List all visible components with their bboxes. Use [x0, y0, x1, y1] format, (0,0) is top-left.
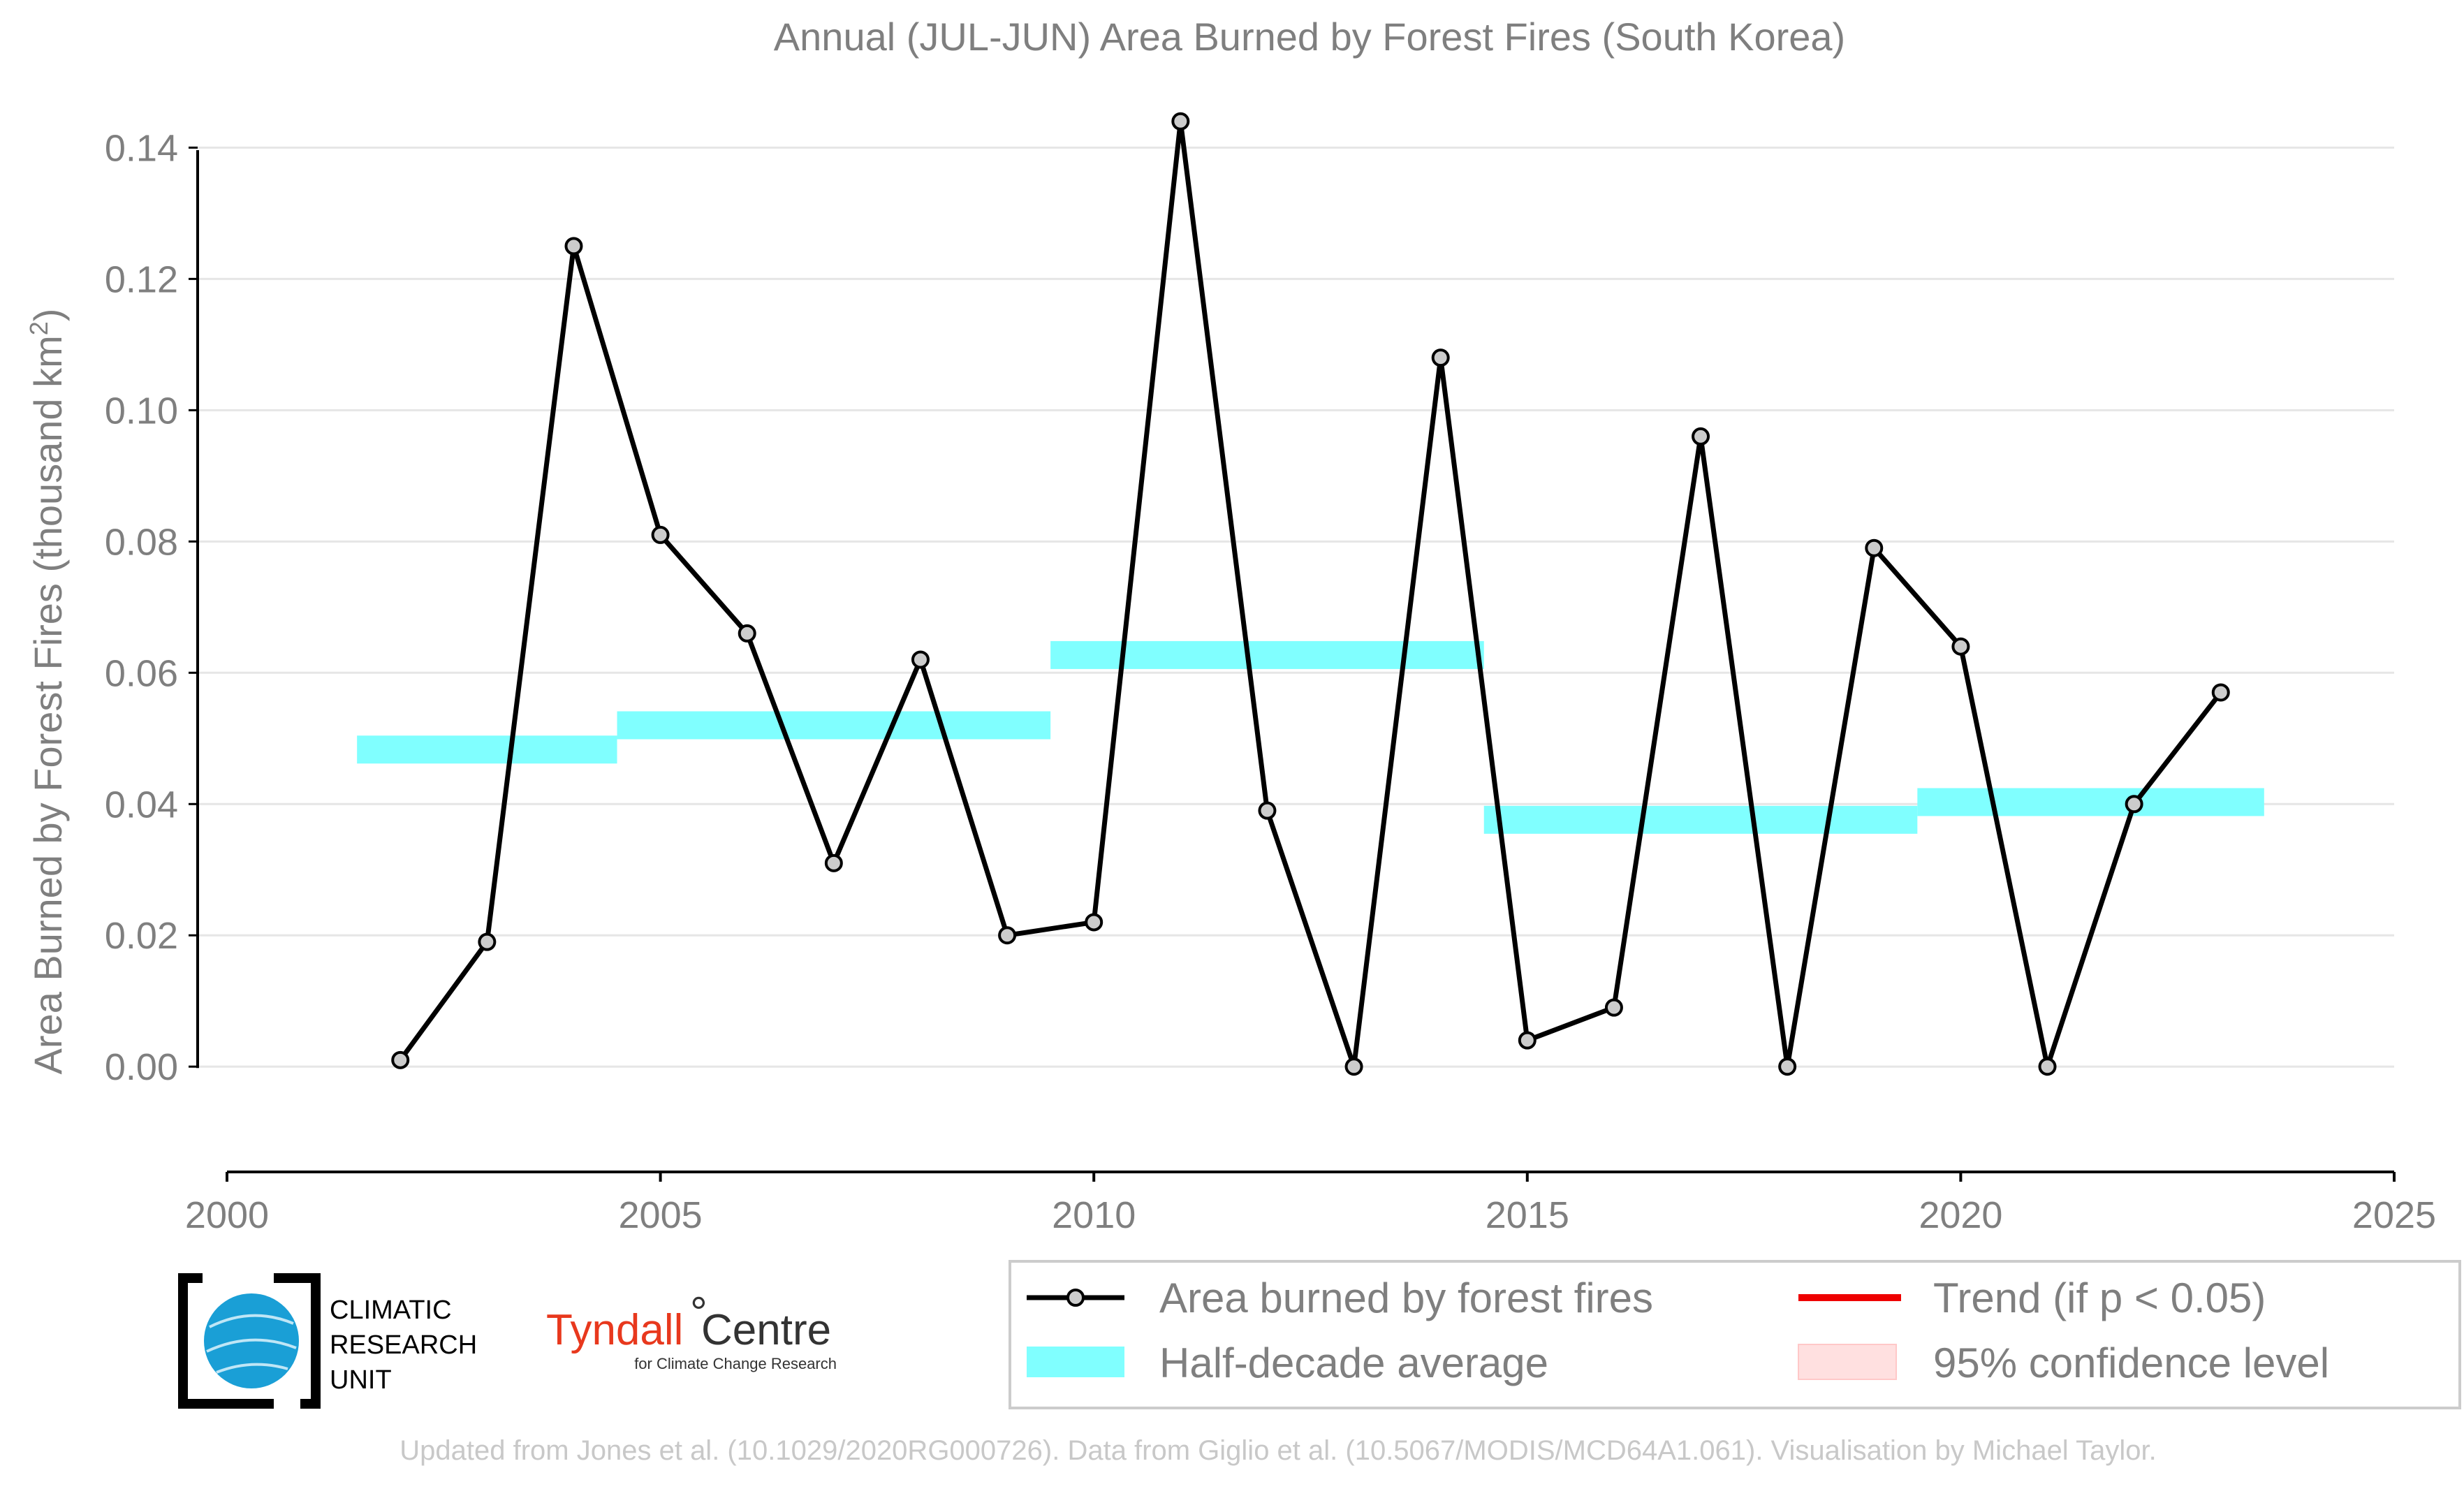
- data-point: [1171, 112, 1190, 131]
- tyndall-logo-centre: Centre: [701, 1306, 831, 1354]
- data-point: [1604, 998, 1623, 1017]
- data-point: [1258, 801, 1277, 820]
- area-burned-series: [398, 121, 2223, 1076]
- data-point: [998, 926, 1017, 945]
- data-point: [1951, 637, 1970, 656]
- x-tick-labels: 2000 2005 2010 2015 2020 2025: [185, 1194, 2436, 1236]
- axes: [196, 150, 2396, 1182]
- data-point: [1085, 913, 1103, 932]
- y-tick-label: 0.04: [105, 784, 178, 826]
- x-tick-label: 2005: [619, 1194, 703, 1236]
- data-point: [1865, 538, 1884, 557]
- area-burned-points: [391, 112, 2230, 1076]
- grid-lines: [189, 146, 2394, 1068]
- y-tick-label: 0.02: [105, 915, 178, 957]
- legend-swatch-confidence: [1798, 1344, 1897, 1380]
- data-point: [1518, 1031, 1537, 1050]
- tyndall-logo-degree: °: [690, 1289, 707, 1337]
- x-tick-label: 2010: [1052, 1194, 1136, 1236]
- y-axis-label-main: Area Burned by Forest Fires (thousand km: [26, 335, 70, 1074]
- x-tick-label: 2025: [2352, 1194, 2436, 1236]
- area-burned-line: [398, 121, 2223, 1076]
- data-point: [651, 525, 670, 544]
- y-tick-label: 0.00: [105, 1046, 178, 1088]
- y-tick-label: 0.06: [105, 652, 178, 694]
- legend-swatch-half-decade: [1027, 1347, 1124, 1377]
- y-axis-label-close: ): [26, 309, 70, 322]
- half-decade-bar: [1050, 640, 1484, 669]
- y-tick-label: 0.12: [105, 258, 178, 300]
- data-point: [1344, 1057, 1363, 1076]
- legend-box: [1009, 1260, 2461, 1409]
- legend: Area burned by forest fires Half-decade …: [1009, 1260, 2461, 1409]
- footer-credit: Updated from Jones et al. (10.1029/2020R…: [399, 1435, 2156, 1466]
- y-axis-label: Area Burned by Forest Fires (thousand km…: [24, 309, 71, 1075]
- cru-logo-bracket-right: [274, 1273, 321, 1409]
- legend-label-trend: Trend (if p < 0.05): [1933, 1275, 2266, 1321]
- cru-logo-bracket-left: [178, 1273, 274, 1409]
- x-tick-label: 2020: [1919, 1194, 2002, 1236]
- legend-label-area-burned: Area burned by forest fires: [1159, 1275, 1653, 1321]
- data-point: [2125, 795, 2143, 814]
- y-axis-label-sup: 2: [24, 321, 53, 335]
- half-decade-bar: [357, 735, 617, 764]
- half-decade-bar: [1483, 805, 1918, 834]
- data-point: [1431, 349, 1450, 367]
- y-tick-label: 0.14: [105, 127, 178, 169]
- data-point: [2038, 1057, 2057, 1076]
- data-point: [1778, 1057, 1797, 1076]
- cru-logo-line-2: RESEARCH: [330, 1330, 477, 1360]
- chart-title: Annual (JUL-JUN) Area Burned by Forest F…: [774, 15, 1845, 59]
- y-tick-label: 0.10: [105, 390, 178, 432]
- data-point: [564, 237, 583, 256]
- half-decade-bar: [1917, 788, 2264, 816]
- legend-label-confidence: 95% confidence level: [1933, 1340, 2329, 1386]
- tyndall-logo-subtitle: for Climate Change Research: [634, 1355, 837, 1372]
- y-tick-label: 0.08: [105, 521, 178, 563]
- x-tick-label: 2015: [1486, 1194, 1569, 1236]
- data-point: [1692, 427, 1710, 446]
- data-point: [391, 1050, 410, 1069]
- x-tick-label: 2000: [185, 1194, 269, 1236]
- legend-marker-area-burned: [1066, 1289, 1085, 1307]
- tyndall-logo: Tyndall ° Centre for Climate Change Rese…: [546, 1289, 837, 1372]
- legend-label-half-decade: Half-decade average: [1159, 1340, 1548, 1386]
- cru-logo: CLIMATIC RESEARCH UNIT: [178, 1273, 477, 1409]
- tyndall-logo-name: Tyndall: [546, 1306, 683, 1354]
- data-point: [911, 650, 930, 669]
- data-point: [2211, 683, 2230, 702]
- data-point: [824, 853, 843, 872]
- y-tick-labels: 0.00 0.02 0.04 0.06 0.08 0.10 0.12 0.14: [105, 127, 178, 1088]
- data-point: [738, 624, 756, 643]
- cru-logo-line-3: UNIT: [330, 1365, 392, 1395]
- half-decade-bar: [617, 711, 1051, 740]
- cru-globe-swirl: [206, 1314, 297, 1374]
- data-point: [478, 932, 497, 951]
- cru-logo-line-1: CLIMATIC: [330, 1296, 452, 1325]
